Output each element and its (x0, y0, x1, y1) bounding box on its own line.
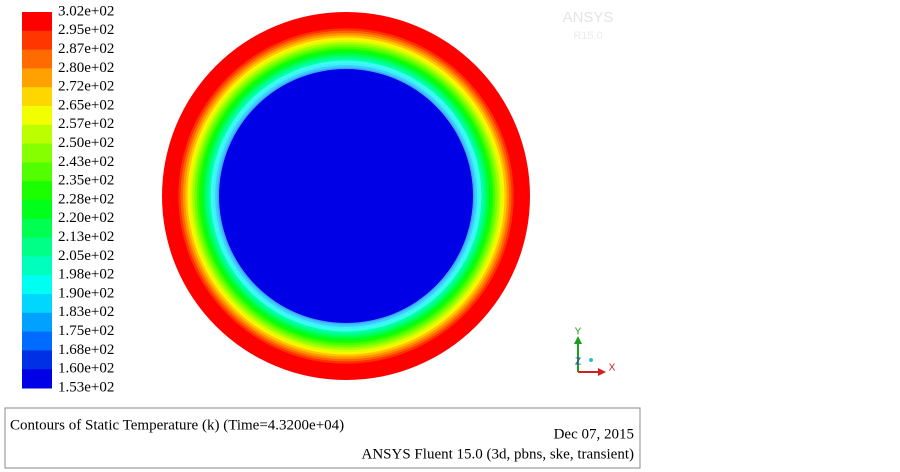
colorbar-label: 2.05e+02 (58, 248, 114, 264)
colorbar-band (22, 181, 52, 201)
y-arrow-head (574, 336, 582, 344)
colorbar-band (22, 294, 52, 314)
colorbar-label: 3.02e+02 (58, 3, 114, 19)
colorbar-band (22, 256, 52, 276)
footer-box (4, 407, 641, 469)
colorbar-band (22, 162, 52, 182)
colorbar-label: 2.35e+02 (58, 173, 114, 189)
colorbar-band (22, 30, 52, 51)
colorbar-label: 2.43e+02 (58, 154, 114, 170)
colorbar-band (22, 49, 52, 69)
colorbar-label: 2.72e+02 (58, 79, 114, 95)
colorbar-label: 2.87e+02 (58, 41, 114, 57)
colorbar-band (22, 124, 52, 145)
colorbar-label: 2.80e+02 (58, 60, 114, 76)
z-axis-dot (589, 358, 593, 362)
colorbar-label: 2.28e+02 (58, 191, 114, 207)
colorbar-band (22, 331, 52, 351)
colorbar-label: 1.53e+02 (58, 379, 114, 395)
colorbar-label: 2.50e+02 (58, 135, 114, 151)
colorbar-band (22, 275, 52, 295)
contour-plot (162, 12, 530, 380)
colorbar-band (22, 143, 52, 163)
colorbar-band (22, 200, 52, 220)
x-arrow-head (598, 368, 606, 376)
colorbar-band (22, 237, 52, 257)
colorbar-band (22, 350, 52, 370)
colorbar: 3.02e+02 2.95e+02 2.87e+02 2.80e+02 2.72e+02… (22, 3, 114, 395)
colorbar-label: 2.13e+02 (58, 229, 114, 245)
watermark-version: R15.0 (573, 30, 602, 42)
colorbar-label: 2.95e+02 (58, 22, 114, 38)
colorbar-band (22, 312, 52, 333)
watermark-name: ANSYS (563, 9, 614, 26)
colorbar-label: 1.98e+02 (58, 267, 114, 283)
footer-version: ANSYS Fluent 15.0 (3d, pbns, ske, transi… (362, 446, 635, 462)
colorbar-label: 1.68e+02 (58, 342, 114, 358)
colorbar-band (22, 87, 52, 107)
axis-triad: Y Z X (574, 327, 616, 376)
colorbar-band (22, 68, 52, 88)
colorbar-band (22, 369, 52, 389)
colorbar-label: 1.83e+02 (58, 304, 114, 320)
colorbar-label: 1.75e+02 (58, 323, 114, 339)
colorbar-label: 2.57e+02 (58, 116, 114, 132)
colorbar-label: 2.65e+02 (58, 97, 114, 113)
z-axis-label: Z (575, 357, 581, 368)
colorbar-band (22, 218, 52, 239)
colorbar-band (22, 106, 52, 126)
y-axis-label: Y (575, 327, 582, 338)
core (219, 69, 473, 323)
colorbar-label: 2.20e+02 (58, 210, 114, 226)
colorbar-band (22, 12, 52, 32)
footer-date: Dec 07, 2015 (554, 426, 634, 442)
footer-title: Contours of Static Temperature (k) (Time… (10, 417, 344, 433)
colorbar-label: 1.60e+02 (58, 361, 114, 377)
x-axis-label: X (609, 363, 616, 374)
colorbar-label: 1.90e+02 (58, 285, 114, 301)
